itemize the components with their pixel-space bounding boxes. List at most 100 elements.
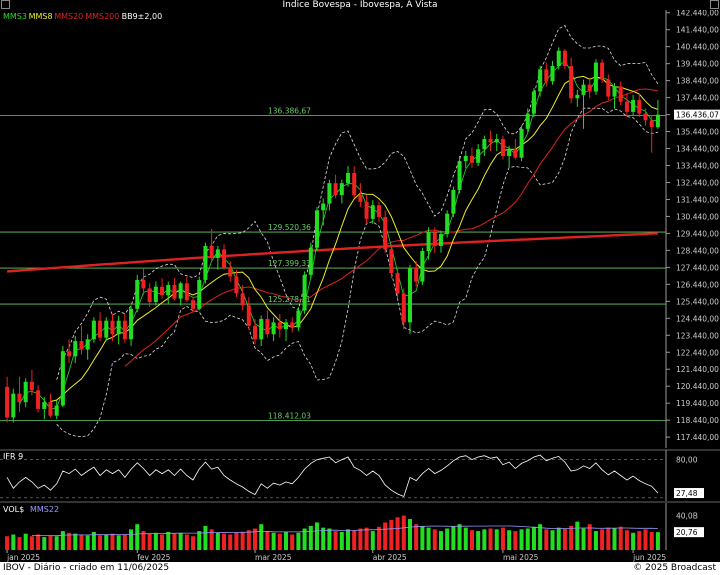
price-tick-label: 123.440,00 xyxy=(676,331,719,340)
candle-body xyxy=(60,351,65,406)
volume-bar xyxy=(600,529,605,550)
candle-body xyxy=(246,305,251,326)
candle-body xyxy=(426,232,431,252)
bollinger-upper-line xyxy=(56,25,659,380)
candle-body xyxy=(153,286,158,302)
volume-bar xyxy=(23,533,28,550)
candle-body xyxy=(575,94,580,99)
price-tick-label: 128.440,00 xyxy=(676,246,719,255)
volume-bar xyxy=(283,531,289,550)
volume-bar xyxy=(494,529,499,550)
mms200-line xyxy=(7,232,658,273)
price-tick-label: 119.440,00 xyxy=(676,399,719,408)
candle-body xyxy=(513,149,518,158)
window-menu-icon[interactable] xyxy=(1,0,10,9)
candle-body xyxy=(593,62,598,92)
volume-bar xyxy=(513,531,518,550)
price-tick-label: 131.440,00 xyxy=(676,195,719,204)
window-title: Índice Bovespa - Ibovespa, A Vista xyxy=(282,0,438,10)
price-tick-label: 118.440,00 xyxy=(676,416,719,425)
candle-body xyxy=(79,341,84,350)
volume-bar xyxy=(327,528,332,550)
candle-body xyxy=(618,86,623,102)
legend-item: MMS3 xyxy=(3,12,27,21)
volume-bar xyxy=(85,535,90,550)
candle-body xyxy=(277,322,282,330)
volume-bar xyxy=(36,534,41,550)
price-tick-label: 134.440,00 xyxy=(676,145,719,154)
volume-bar xyxy=(67,532,72,550)
volume-bar xyxy=(531,526,536,550)
candle-body xyxy=(129,308,134,340)
volume-bar xyxy=(246,530,251,550)
volume-bar xyxy=(414,524,419,550)
volume-bar xyxy=(445,528,450,550)
candle-body xyxy=(98,320,103,338)
volume-bar xyxy=(333,531,338,550)
price-plot-background xyxy=(0,10,666,448)
volume-bar xyxy=(655,532,660,550)
candle-body xyxy=(345,172,351,184)
volume-bar xyxy=(290,534,295,550)
price-tick-label: 121.440,00 xyxy=(676,365,719,374)
candle-body xyxy=(321,203,326,211)
volume-bar xyxy=(407,519,412,550)
volume-bar xyxy=(618,526,623,550)
candle-body xyxy=(525,113,530,129)
candle-body xyxy=(531,91,536,114)
volume-bar xyxy=(98,535,103,550)
candle-body xyxy=(327,183,332,204)
volume-bar xyxy=(352,530,357,550)
candle-body xyxy=(290,322,295,328)
volume-bar xyxy=(141,531,146,550)
price-panel: 117.440,00 118.440,00 119.440,00 120.440,00… xyxy=(0,10,720,448)
candle-body xyxy=(352,172,357,196)
mms8-line xyxy=(50,75,659,402)
volume-bar xyxy=(507,530,512,550)
volume-mms22-legend: MMS22 xyxy=(30,505,59,514)
ifr-legend: IFR 9 xyxy=(3,452,23,461)
volume-bar xyxy=(457,524,462,550)
candle-body xyxy=(184,283,189,301)
volume-bar xyxy=(197,531,202,550)
candle-body xyxy=(550,66,555,82)
volume-bar xyxy=(172,533,177,550)
level-label: 118.412,03 xyxy=(268,412,311,421)
volume-bar xyxy=(160,534,165,550)
legend-item: MMS200 xyxy=(85,12,119,21)
price-tick-label: 142.440,00 xyxy=(676,10,719,18)
candle-body xyxy=(178,283,183,299)
volume-bar xyxy=(438,531,443,550)
volume-bar xyxy=(265,531,270,550)
mms20-line xyxy=(124,88,658,367)
volume-bar xyxy=(110,533,115,550)
window-close-icon[interactable] xyxy=(710,0,719,9)
candle-body xyxy=(643,113,648,121)
candle-body xyxy=(364,201,369,219)
candle-body xyxy=(209,245,214,258)
price-tick-label: 120.440,00 xyxy=(676,382,719,391)
candle-body xyxy=(11,393,16,418)
candle-body xyxy=(370,205,375,219)
ifr-background xyxy=(0,450,720,501)
candle-body xyxy=(259,318,264,340)
candle-body xyxy=(222,249,227,269)
candle-body xyxy=(5,386,10,418)
volume-bar xyxy=(482,529,487,550)
volume-bar xyxy=(73,533,78,550)
candle-body xyxy=(457,161,462,190)
candle-body xyxy=(73,341,78,357)
volume-legend: VOL$ xyxy=(3,505,24,514)
chart-area[interactable]: 117.440,00 118.440,00 119.440,00 120.440,00… xyxy=(0,10,720,562)
candle-body xyxy=(240,293,245,306)
volume-bar xyxy=(184,534,189,550)
candle-body xyxy=(234,276,239,294)
level-label: 136.386,67 xyxy=(268,106,311,115)
volume-bar xyxy=(538,524,543,550)
price-tick-label: 140.440,00 xyxy=(676,43,719,52)
candle-body xyxy=(203,245,208,280)
volume-bar xyxy=(209,529,214,550)
footer-info: IBOV - Diário - criado em 11/06/2025 xyxy=(3,563,170,573)
x-tick-label: jan 2025 xyxy=(6,553,40,562)
candle-body xyxy=(197,279,202,309)
